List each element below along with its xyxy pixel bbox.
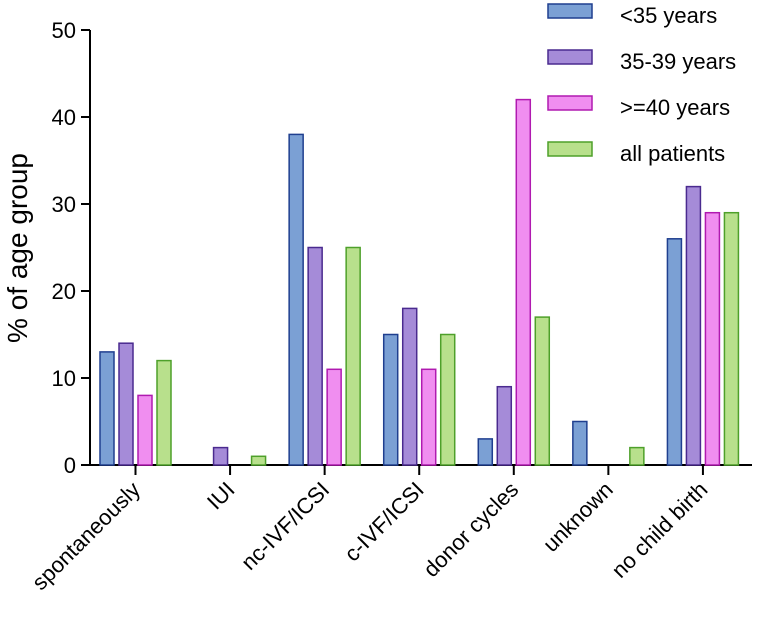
y-axis-title: % of age group xyxy=(2,153,33,343)
x-tick-label: no child birth xyxy=(607,477,713,583)
y-tick-label: 20 xyxy=(52,279,76,304)
legend-swatch xyxy=(547,49,593,65)
x-tick-label: c-IVF/ICSI xyxy=(339,477,428,566)
bar-unknown-series-4 xyxy=(629,446,645,466)
y-tick-label: 30 xyxy=(52,192,76,217)
bar-no-child-birth-series-2 xyxy=(685,185,702,466)
legend-label: <35 years xyxy=(620,3,717,28)
bar-unknown-series-1 xyxy=(572,420,588,466)
y-tick-label: 40 xyxy=(52,105,76,130)
y-tick-label: 10 xyxy=(52,366,76,391)
bar-c-ivf-icsi-series-2 xyxy=(401,307,418,466)
bar-c-ivf-icsi-series-3 xyxy=(420,368,437,466)
bar-nc-ivf-icsi-series-3 xyxy=(326,368,342,466)
legend-label: >=40 years xyxy=(620,95,730,120)
legend-swatch xyxy=(547,95,593,111)
x-tick-label: spontaneously xyxy=(27,477,145,595)
x-tick-label: nc-IVF/ICSI xyxy=(236,477,334,575)
bars xyxy=(99,98,740,466)
legend-label: all patients xyxy=(620,141,725,166)
bar-spontaneously-series-4 xyxy=(156,359,172,466)
bar-spontaneously-series-1 xyxy=(99,351,115,466)
bar-iui-series-2 xyxy=(212,446,229,466)
bar-no-child-birth-series-1 xyxy=(666,238,683,466)
bar-no-child-birth-series-3 xyxy=(704,211,721,466)
bar-donor-cycles-series-3 xyxy=(515,98,532,466)
x-tick-label: donor cycles xyxy=(418,477,523,582)
bar-nc-ivf-icsi-series-4 xyxy=(345,246,361,466)
x-tick-label: IUI xyxy=(202,477,240,515)
bar-c-ivf-icsi-series-4 xyxy=(439,333,456,466)
y-tick-label: 50 xyxy=(52,18,76,43)
bar-no-child-birth-series-4 xyxy=(723,211,740,466)
legend-swatch xyxy=(547,141,593,157)
bar-nc-ivf-icsi-series-1 xyxy=(288,133,304,466)
bar-donor-cycles-series-1 xyxy=(477,438,494,466)
bar-donor-cycles-series-4 xyxy=(534,316,551,466)
bar-c-ivf-icsi-series-1 xyxy=(382,333,399,466)
legend-label: 35-39 years xyxy=(620,49,736,74)
bar-spontaneously-series-3 xyxy=(137,394,153,466)
y-axis: 0 10 20 30 40 50 xyxy=(52,18,91,478)
bar-donor-cycles-series-2 xyxy=(496,385,513,466)
x-tick-label: unknown xyxy=(538,477,618,557)
y-tick-label: 0 xyxy=(64,453,76,478)
bar-spontaneously-series-2 xyxy=(118,342,134,466)
bar-iui-series-4 xyxy=(250,455,267,466)
legend-swatch xyxy=(547,3,593,19)
legend: <35 years 35-39 years >=40 years all patien… xyxy=(547,3,736,166)
bar-nc-ivf-icsi-series-2 xyxy=(307,246,323,466)
